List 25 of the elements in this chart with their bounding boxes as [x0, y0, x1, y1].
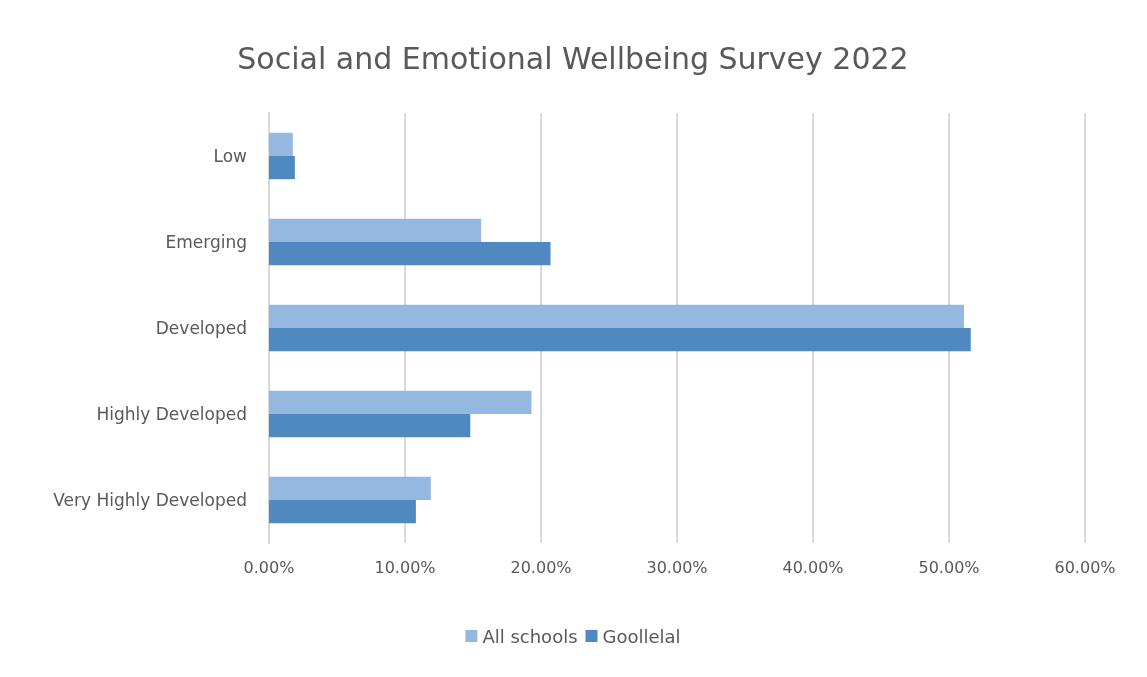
bar	[269, 304, 964, 328]
chart-title: Social and Emotional Wellbeing Survey 2022	[237, 40, 909, 76]
x-tick-label: 0.00%	[243, 557, 295, 577]
x-tick-label: 20.00%	[510, 557, 572, 577]
bar	[269, 218, 482, 242]
x-tick-label: 10.00%	[374, 557, 436, 577]
y-tick-label: Emerging	[165, 232, 247, 252]
bar	[269, 414, 471, 438]
bar	[269, 132, 293, 156]
x-tick-label: 40.00%	[782, 557, 844, 577]
bar	[269, 390, 532, 414]
y-tick-label: Very Highly Developed	[53, 490, 247, 510]
y-tick-label: Developed	[155, 318, 247, 338]
x-tick-label: 60.00%	[1054, 557, 1116, 577]
bar	[269, 242, 551, 266]
bar	[269, 328, 971, 352]
y-tick-label: Highly Developed	[96, 404, 247, 424]
legend-label: All schools	[482, 625, 578, 647]
x-tick-label: 50.00%	[918, 557, 980, 577]
bar	[269, 476, 431, 500]
y-tick-label: Low	[213, 146, 248, 166]
x-tick-label: 30.00%	[646, 557, 708, 577]
bar	[269, 500, 416, 524]
bar	[269, 156, 295, 180]
legend-label: Goollelal	[602, 625, 681, 647]
